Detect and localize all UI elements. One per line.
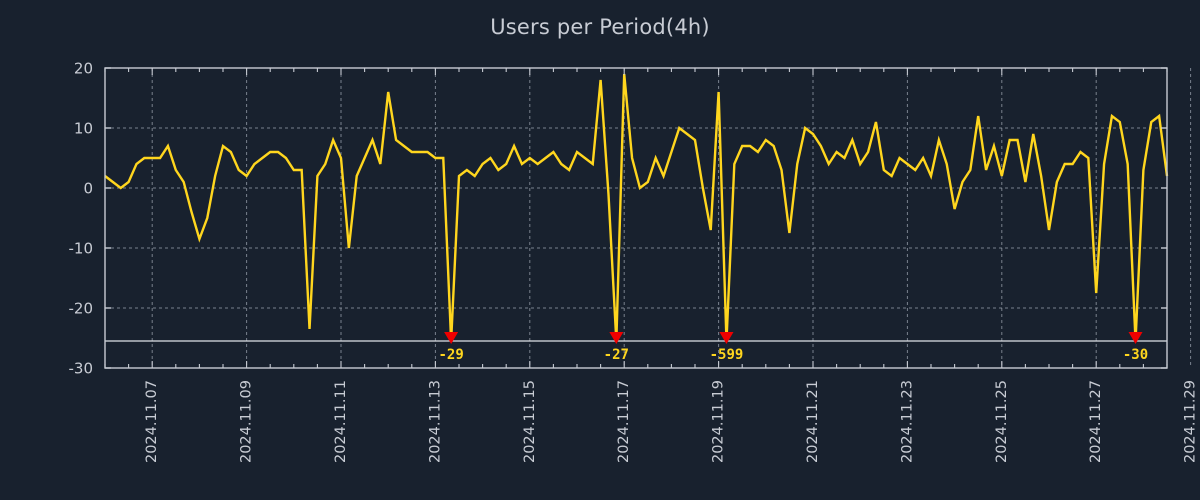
- y-axis-tick-label: -30: [69, 360, 94, 378]
- y-axis-tick-label: -20: [69, 300, 94, 318]
- x-axis-tick-label: 2024.11.15: [522, 380, 538, 463]
- annotation-marker-triangle-down[interactable]: [444, 332, 459, 344]
- x-axis-tick-label: 2024.11.13: [427, 380, 443, 463]
- y-axis-tick-label: 0: [83, 180, 93, 198]
- annotation-label: -30: [1123, 347, 1148, 363]
- x-axis-tick-label: 2024.11.25: [994, 380, 1010, 463]
- annotation-label: -27: [604, 347, 629, 363]
- plot-frame: [104, 67, 1168, 369]
- x-axis-tick-label: 2024.11.09: [239, 380, 255, 463]
- y-axis-tick-label: 10: [74, 120, 93, 138]
- y-axis-tick-label: -10: [69, 240, 94, 258]
- x-axis-tick-label: 2024.11.07: [144, 380, 160, 463]
- annotation-marker-triangle-down[interactable]: [719, 332, 734, 344]
- annotation-label: -29: [438, 347, 463, 363]
- page-title: Users per Period(4h): [490, 15, 710, 39]
- y-axis-tick-label: 20: [74, 60, 93, 78]
- x-axis-tick-label: 2024.11.17: [616, 380, 632, 463]
- annotation-label: -599: [710, 347, 744, 363]
- x-axis-tick-label: 2024.11.21: [805, 380, 821, 463]
- x-axis-tick-label: 2024.11.29: [1183, 380, 1199, 463]
- annotation-marker-triangle-down[interactable]: [1128, 332, 1143, 344]
- x-axis-tick-label: 2024.11.11: [333, 380, 349, 463]
- annotation-marker-triangle-down[interactable]: [609, 332, 624, 344]
- x-axis-tick-label: 2024.11.23: [899, 380, 915, 463]
- x-axis-tick-label: 2024.11.19: [711, 380, 727, 463]
- x-axis-tick-label: 2024.11.27: [1088, 380, 1104, 463]
- series-line-users-per-period: [104, 73, 1169, 342]
